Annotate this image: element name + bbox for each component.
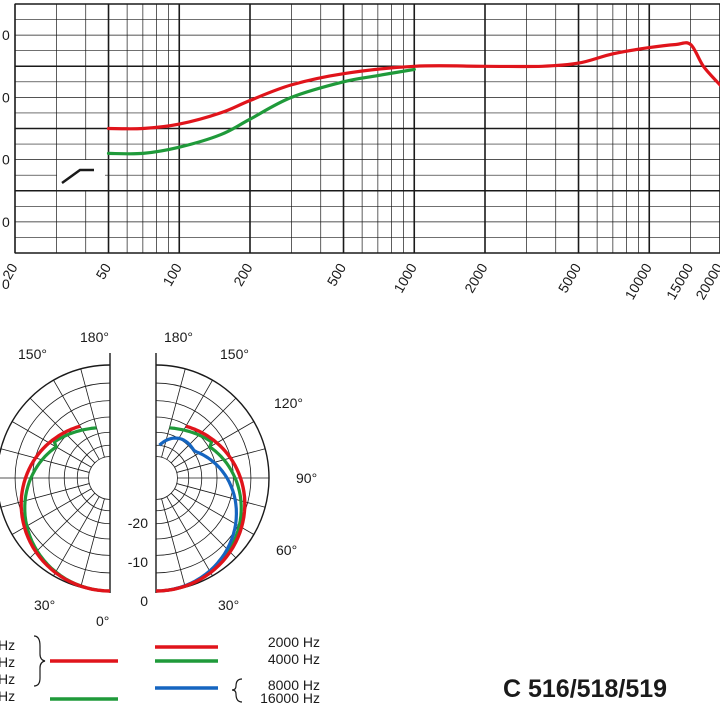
polar-spoke <box>161 368 186 458</box>
frequency-y-tick-label: 0 <box>2 89 10 105</box>
polar-curve-green <box>23 426 111 593</box>
polar-spoke <box>29 397 96 464</box>
polar-spoke <box>29 492 96 559</box>
polar-spoke <box>170 492 237 559</box>
polar-angle-label: 150° <box>220 346 249 362</box>
frequency-y-tick-label: 0 <box>2 276 10 292</box>
polar-spoke <box>0 483 90 508</box>
polar-curves <box>19 424 247 593</box>
polar-radial-label: -10 <box>128 554 148 570</box>
polar-grid <box>0 353 270 593</box>
model-name: C 516/518/519 <box>503 675 667 703</box>
frequency-x-tick-label: 2000 <box>461 260 491 295</box>
legend-label: 16000 Hz <box>260 690 320 706</box>
frequency-y-tick-label: 0 <box>2 152 10 168</box>
frequency-curve-red <box>106 41 720 131</box>
polar-angle-label: 30° <box>218 597 239 613</box>
frequency-grid <box>14 3 720 254</box>
left-legend-label: Hz <box>0 688 15 704</box>
polar-angle-label: 120° <box>274 395 303 411</box>
left-legend-label: Hz <box>0 671 15 687</box>
polar-angle-label: 30° <box>34 597 55 613</box>
frequency-x-tick-label: 20000 <box>692 260 720 302</box>
legend-label: 4000 Hz <box>268 651 320 667</box>
polar-ring <box>0 364 111 592</box>
polar-spoke <box>53 496 100 577</box>
frequency-y-tick-labels: 0 0 0 0 0 <box>2 27 10 292</box>
polar-angle-label: 90° <box>296 470 317 486</box>
polar-angle-label: 180° <box>80 329 109 345</box>
legend-label: 8000 Hz <box>268 677 320 693</box>
polar-angle-label: 180° <box>164 329 193 345</box>
polar-curve-red <box>155 424 247 593</box>
polar-spoke <box>174 421 255 468</box>
polar-spoke <box>80 368 105 458</box>
polar-angle-label: 0° <box>96 613 109 629</box>
polar-spoke <box>176 448 266 473</box>
polar-spoke <box>11 421 92 468</box>
frequency-x-tick-label: 5000 <box>555 260 585 295</box>
left-legend-label: Hz <box>0 654 15 670</box>
polar-spoke <box>0 448 90 473</box>
polar-spoke <box>170 397 237 464</box>
frequency-x-tick-label: 50 <box>92 260 114 282</box>
polar-pattern-chart: 180° 180° 150° 150° 120° 90° 60° 30° 30° 0° -20 -10… <box>0 329 317 629</box>
frequency-x-tick-label: 200 <box>230 260 256 288</box>
polar-center <box>127 472 139 484</box>
legend-brace <box>231 678 243 703</box>
low-cut-switch-icon <box>57 160 105 190</box>
left-legend-label: Hz <box>0 637 15 653</box>
polar-radial-label: -20 <box>128 515 148 531</box>
frequency-x-tick-label: 100 <box>159 260 185 288</box>
polar-ring <box>155 456 178 500</box>
frequency-x-tick-label: 20 <box>0 260 21 282</box>
polar-ring <box>88 456 111 500</box>
polar-angle-label: 150° <box>18 346 47 362</box>
frequency-x-tick-label: 1000 <box>390 260 420 295</box>
polar-curve-blue <box>155 436 238 593</box>
frequency-curve-green <box>106 67 416 156</box>
polar-curve-red <box>19 424 111 593</box>
polar-radial-label: 0 <box>140 593 148 609</box>
polar-spoke <box>176 483 266 508</box>
left-legend-brace <box>33 635 46 687</box>
polar-spoke <box>166 496 213 577</box>
legend-label: 2000 Hz <box>268 634 320 650</box>
frequency-curves <box>106 41 720 156</box>
polar-spoke <box>166 379 213 460</box>
frequency-x-tick-label: 15000 <box>663 260 696 302</box>
polar-angle-label: 60° <box>276 542 297 558</box>
frequency-x-tick-label: 10000 <box>622 260 655 302</box>
polar-spoke <box>80 498 105 588</box>
frequency-y-tick-label: 0 <box>2 27 10 43</box>
polar-spoke <box>53 379 100 460</box>
polar-spoke <box>161 498 186 588</box>
frequency-x-tick-label: 500 <box>324 260 350 288</box>
frequency-y-tick-label: 0 <box>2 214 10 230</box>
polar-labels: 180° 180° 150° 150° 120° 90° 60° 30° 30° 0° -20 -10… <box>18 329 317 629</box>
